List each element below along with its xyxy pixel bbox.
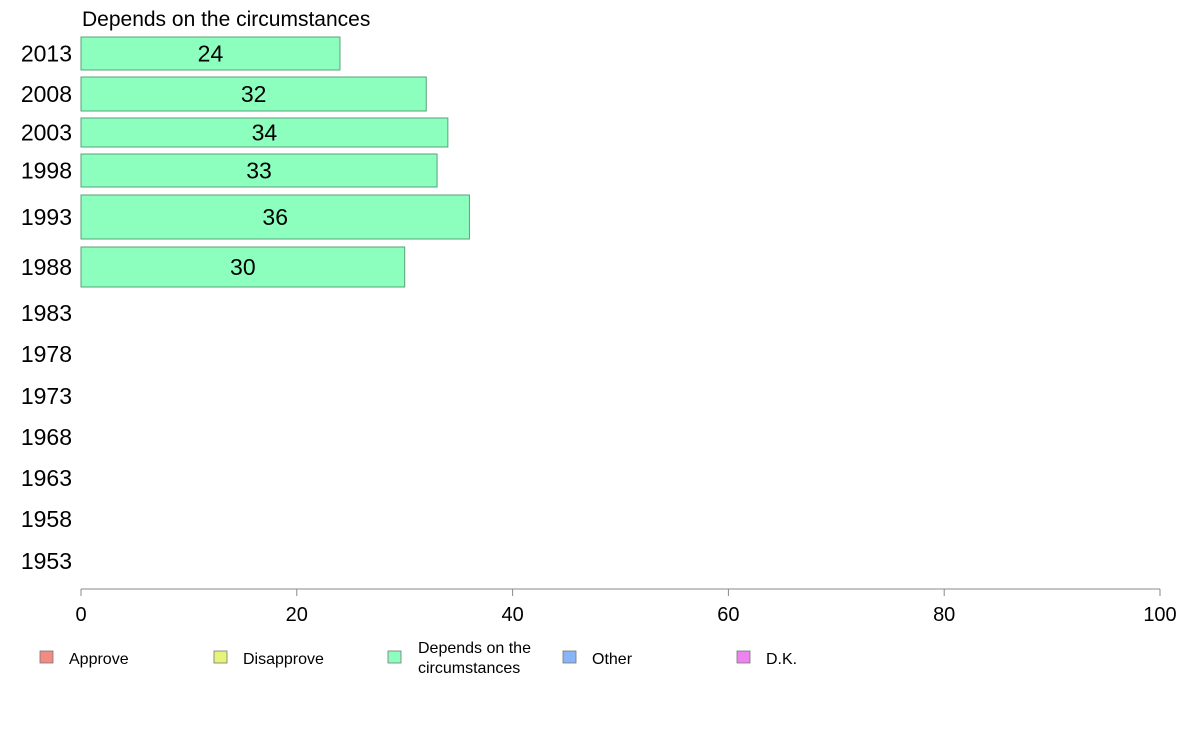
x-tick-label-100: 100 xyxy=(1143,604,1176,626)
x-axis: 0 20 40 60 80 100 xyxy=(75,588,1177,626)
category-label-1958: 1958 xyxy=(21,506,72,532)
data-label-2008: 32 xyxy=(241,81,267,107)
category-label-1973: 1973 xyxy=(21,383,72,409)
legend-label-d-k: D.K. xyxy=(766,651,797,668)
legend-label-approve: Approve xyxy=(69,651,129,668)
bar-1993 xyxy=(80,194,470,240)
data-label-1988: 30 xyxy=(230,254,256,280)
x-tick-label-40: 40 xyxy=(501,604,523,626)
legend-swatch-disapprove xyxy=(213,650,228,664)
legend-label-depends-on-the-circumstances: Depends on the circumstances xyxy=(418,640,531,677)
data-label-1993: 36 xyxy=(262,204,288,230)
category-label-1968: 1968 xyxy=(21,424,72,450)
category-label-1988: 1988 xyxy=(21,254,72,280)
bar-2003 xyxy=(80,117,449,148)
x-tick-label-60: 60 xyxy=(717,604,739,626)
legend: Approve Disapprove Depends on the circumsta… xyxy=(39,640,797,677)
legend-swatch-d-k xyxy=(736,650,751,664)
legend-label-other: Other xyxy=(592,651,633,668)
legend-label-disapprove: Disapprove xyxy=(243,651,324,668)
data-label-2013: 24 xyxy=(198,41,224,67)
category-label-1998: 1998 xyxy=(21,158,72,184)
x-tick-label-80: 80 xyxy=(933,604,955,626)
legend-swatch-depends-on-the-circumstances xyxy=(387,650,402,664)
bar-2013 xyxy=(80,36,341,71)
bar-1988 xyxy=(80,246,406,288)
category-label-1993: 1993 xyxy=(21,204,72,230)
category-label-1963: 1963 xyxy=(21,465,72,491)
category-label-1983: 1983 xyxy=(21,300,72,326)
chart-title: Depends on the circumstances xyxy=(82,8,370,31)
legend-swatch-approve xyxy=(39,650,54,664)
legend-swatch-other xyxy=(562,650,577,664)
x-tick-label-20: 20 xyxy=(286,604,308,626)
category-label-2013: 2013 xyxy=(21,41,72,67)
category-label-2003: 2003 xyxy=(21,120,72,146)
bar-2008 xyxy=(80,76,427,112)
data-label-1998: 33 xyxy=(246,158,272,184)
category-label-1978: 1978 xyxy=(21,341,72,367)
category-label-1953: 1953 xyxy=(21,548,72,574)
bar-1998 xyxy=(80,153,438,188)
data-label-2003: 34 xyxy=(252,120,278,146)
x-tick-label-0: 0 xyxy=(75,604,86,626)
category-labels: 2013 2008 2003 1998 1993 1988 1983 1978 1973 1968… xyxy=(21,41,72,575)
category-label-2008: 2008 xyxy=(21,81,72,107)
